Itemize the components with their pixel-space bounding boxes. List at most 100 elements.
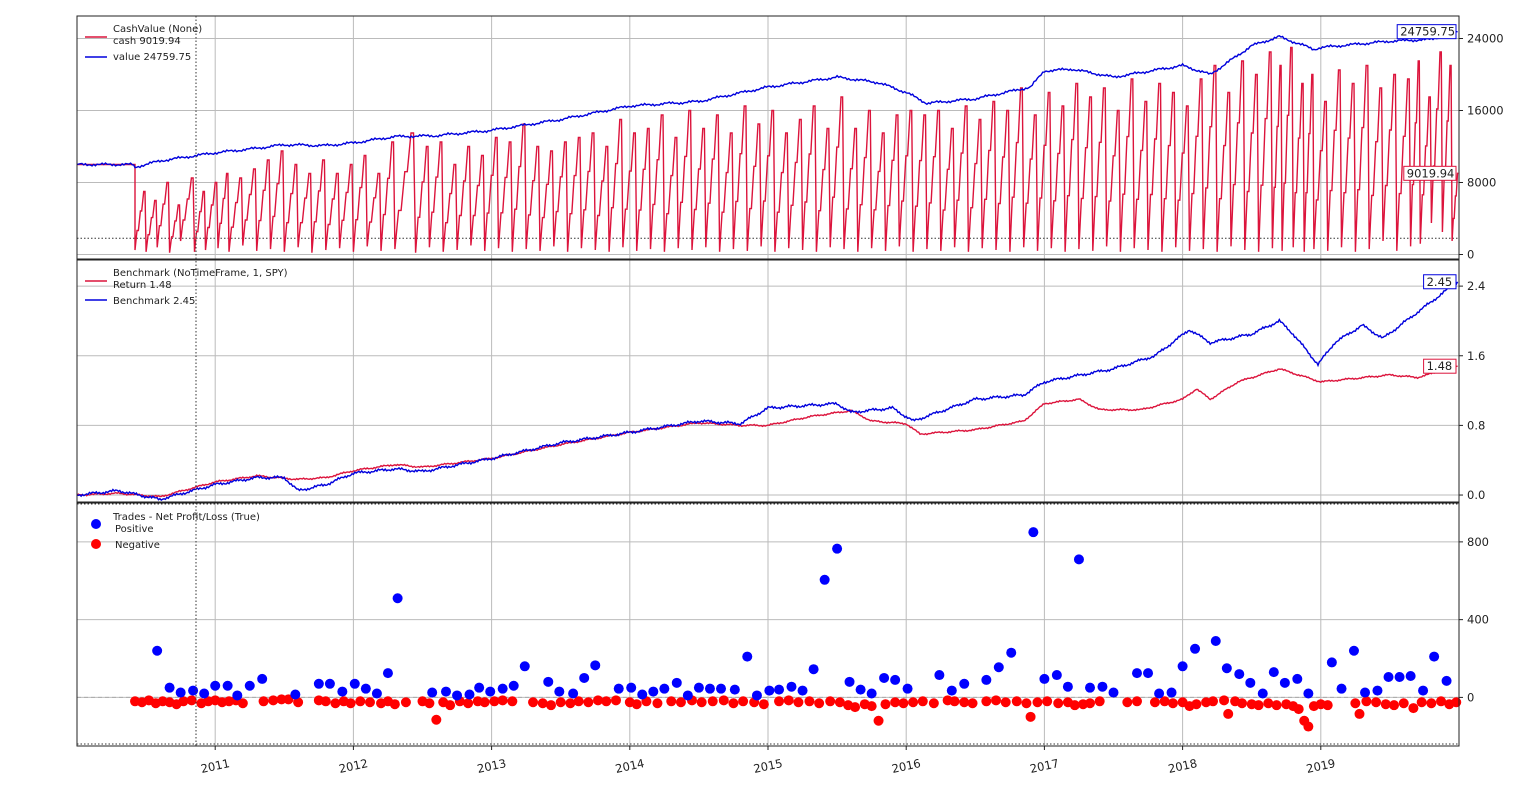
trade-point-negative [1237,698,1248,709]
cash-line [77,46,1459,253]
benchmark-legend: Benchmark (NoTimeFrame, 1, SPY) Return 1… [85,268,288,307]
trade-point-negative [593,695,604,706]
trade-point-positive [1039,673,1050,684]
trade-point-positive [474,682,485,693]
trade-point-negative [1208,696,1219,707]
trade-point-positive [751,690,762,701]
trade-point-positive [1234,669,1245,680]
trade-point-negative [783,695,794,706]
trade-point-positive [452,690,463,701]
trade-point-positive [440,686,451,697]
trade-point-negative [898,698,909,709]
last-value-label-value: 24759.75 [1400,25,1455,39]
trade-point-negative [758,699,769,710]
trade-point-positive [360,683,371,694]
trade-point-negative [583,697,594,708]
trade-point-positive [508,680,519,691]
trade-point-negative [546,700,557,711]
trade-point-positive [1268,667,1279,678]
trade-point-positive [729,684,740,695]
trade-point-negative [1032,697,1043,708]
y-tick-label: 0.0 [1467,488,1485,502]
trade-point-negative [1271,700,1282,711]
trade-point-negative [1025,711,1036,722]
trade-point-positive [1154,688,1165,699]
trade-point-negative [364,697,375,708]
trade-point-negative [967,698,978,709]
trade-point-negative [355,696,366,707]
trade-point-negative [489,696,500,707]
x-tick-label: 2013 [476,756,508,776]
trade-point-positive [543,676,554,687]
trade-point-positive [659,683,670,694]
trade-point-negative [1263,698,1274,709]
trade-point-negative [728,698,739,709]
trade-point-negative [537,698,548,709]
trade-point-positive [579,672,590,683]
trade-point-negative [908,697,919,708]
trade-point-positive [257,673,268,684]
trade-point-positive [879,672,890,683]
trade-point-negative [507,696,518,707]
trade-point-positive [637,689,648,700]
trade-point-positive [371,688,382,699]
trade-point-positive [568,688,579,699]
trade-point-negative [738,696,749,707]
trade-point-negative [917,696,928,707]
trade-point-positive [392,593,403,604]
trade-point-negative [186,695,197,706]
trade-point-negative [991,695,1002,706]
trade-point-positive [232,690,243,701]
x-tick-label: 2015 [752,756,784,776]
trade-point-negative [1408,703,1419,714]
trade-point-negative [283,694,294,705]
trade-point-positive [671,677,682,688]
trade-point-negative [258,696,269,707]
trade-point-negative [890,697,901,708]
trade-point-positive [1279,677,1290,688]
panel-frame [76,15,1460,260]
trade-point-positive [855,684,866,695]
trade-point-positive [210,680,221,691]
trade-point-negative [1219,695,1230,706]
trade-point-positive [349,678,360,689]
trade-point-positive [152,645,163,656]
trade-point-positive [844,676,855,687]
trades-panel: 0 400 800 [76,502,1489,747]
trade-point-negative [1021,698,1032,709]
trade-point-negative [652,698,663,709]
legend-title: Benchmark (NoTimeFrame, 1, SPY) [113,268,288,279]
trade-point-negative [610,695,621,706]
trade-point-positive [648,686,659,697]
trade-point-negative [1389,700,1400,711]
trade-point-negative [1149,697,1160,708]
last-value-box-benchmark [1423,274,1457,290]
legend-entry-benchmark: Benchmark 2.45 [113,296,195,307]
x-tick-label: 2016 [890,756,922,776]
trade-point-negative [718,695,729,706]
trade-point-positive [1143,668,1154,679]
trade-point-negative [1191,699,1202,710]
y-tick-label: 0 [1467,248,1474,262]
trade-point-positive [1108,687,1119,698]
trade-point-positive [866,688,877,699]
trade-point-negative [463,698,474,709]
trade-point-negative [178,696,189,707]
trade-point-negative [675,697,686,708]
trade-point-negative [1354,708,1365,719]
trade-point-positive [497,683,508,694]
trades-legend: Trades - Net Profit/Loss (True) Positive… [91,512,260,551]
benchmark-line [76,281,1459,501]
trade-point-negative [1069,700,1080,711]
trade-point-positive [188,685,199,696]
trade-point-positive [981,674,992,685]
trade-point-negative [565,698,576,709]
y-tick-label: 16000 [1467,104,1504,118]
trade-point-negative [601,696,612,707]
trade-point-negative [804,696,815,707]
trade-point-positive [324,678,335,689]
trade-point-negative [1451,697,1462,708]
trade-point-positive [626,682,637,693]
last-value-label-return: 1.48 [1427,359,1453,373]
